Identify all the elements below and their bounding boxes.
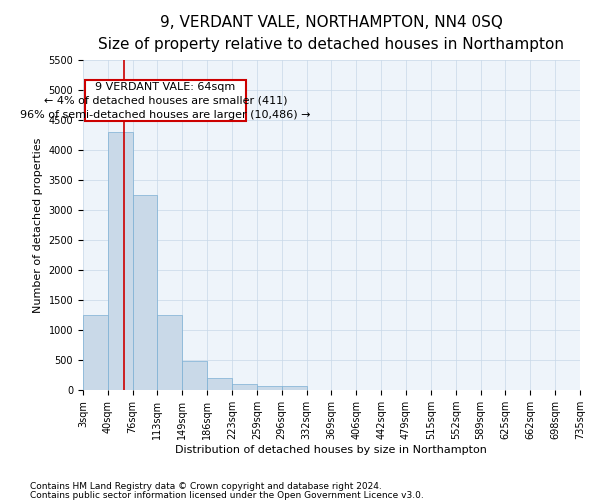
Text: Contains HM Land Registry data © Crown copyright and database right 2024.: Contains HM Land Registry data © Crown c… xyxy=(30,482,382,491)
FancyBboxPatch shape xyxy=(85,80,247,122)
Y-axis label: Number of detached properties: Number of detached properties xyxy=(33,138,43,313)
Bar xyxy=(257,386,281,390)
Bar xyxy=(182,361,207,390)
Bar xyxy=(83,315,107,390)
Text: Contains public sector information licensed under the Open Government Licence v3: Contains public sector information licen… xyxy=(30,490,424,500)
Bar xyxy=(157,315,182,390)
Bar xyxy=(107,132,133,390)
Bar xyxy=(232,384,257,390)
Text: 9 VERDANT VALE: 64sqm
← 4% of detached houses are smaller (411)
96% of semi-deta: 9 VERDANT VALE: 64sqm ← 4% of detached h… xyxy=(20,82,311,120)
Bar xyxy=(281,386,307,390)
X-axis label: Distribution of detached houses by size in Northampton: Distribution of detached houses by size … xyxy=(175,445,487,455)
Title: 9, VERDANT VALE, NORTHAMPTON, NN4 0SQ
Size of property relative to detached hous: 9, VERDANT VALE, NORTHAMPTON, NN4 0SQ Si… xyxy=(98,15,565,52)
Bar xyxy=(133,196,157,390)
Bar xyxy=(207,378,232,390)
